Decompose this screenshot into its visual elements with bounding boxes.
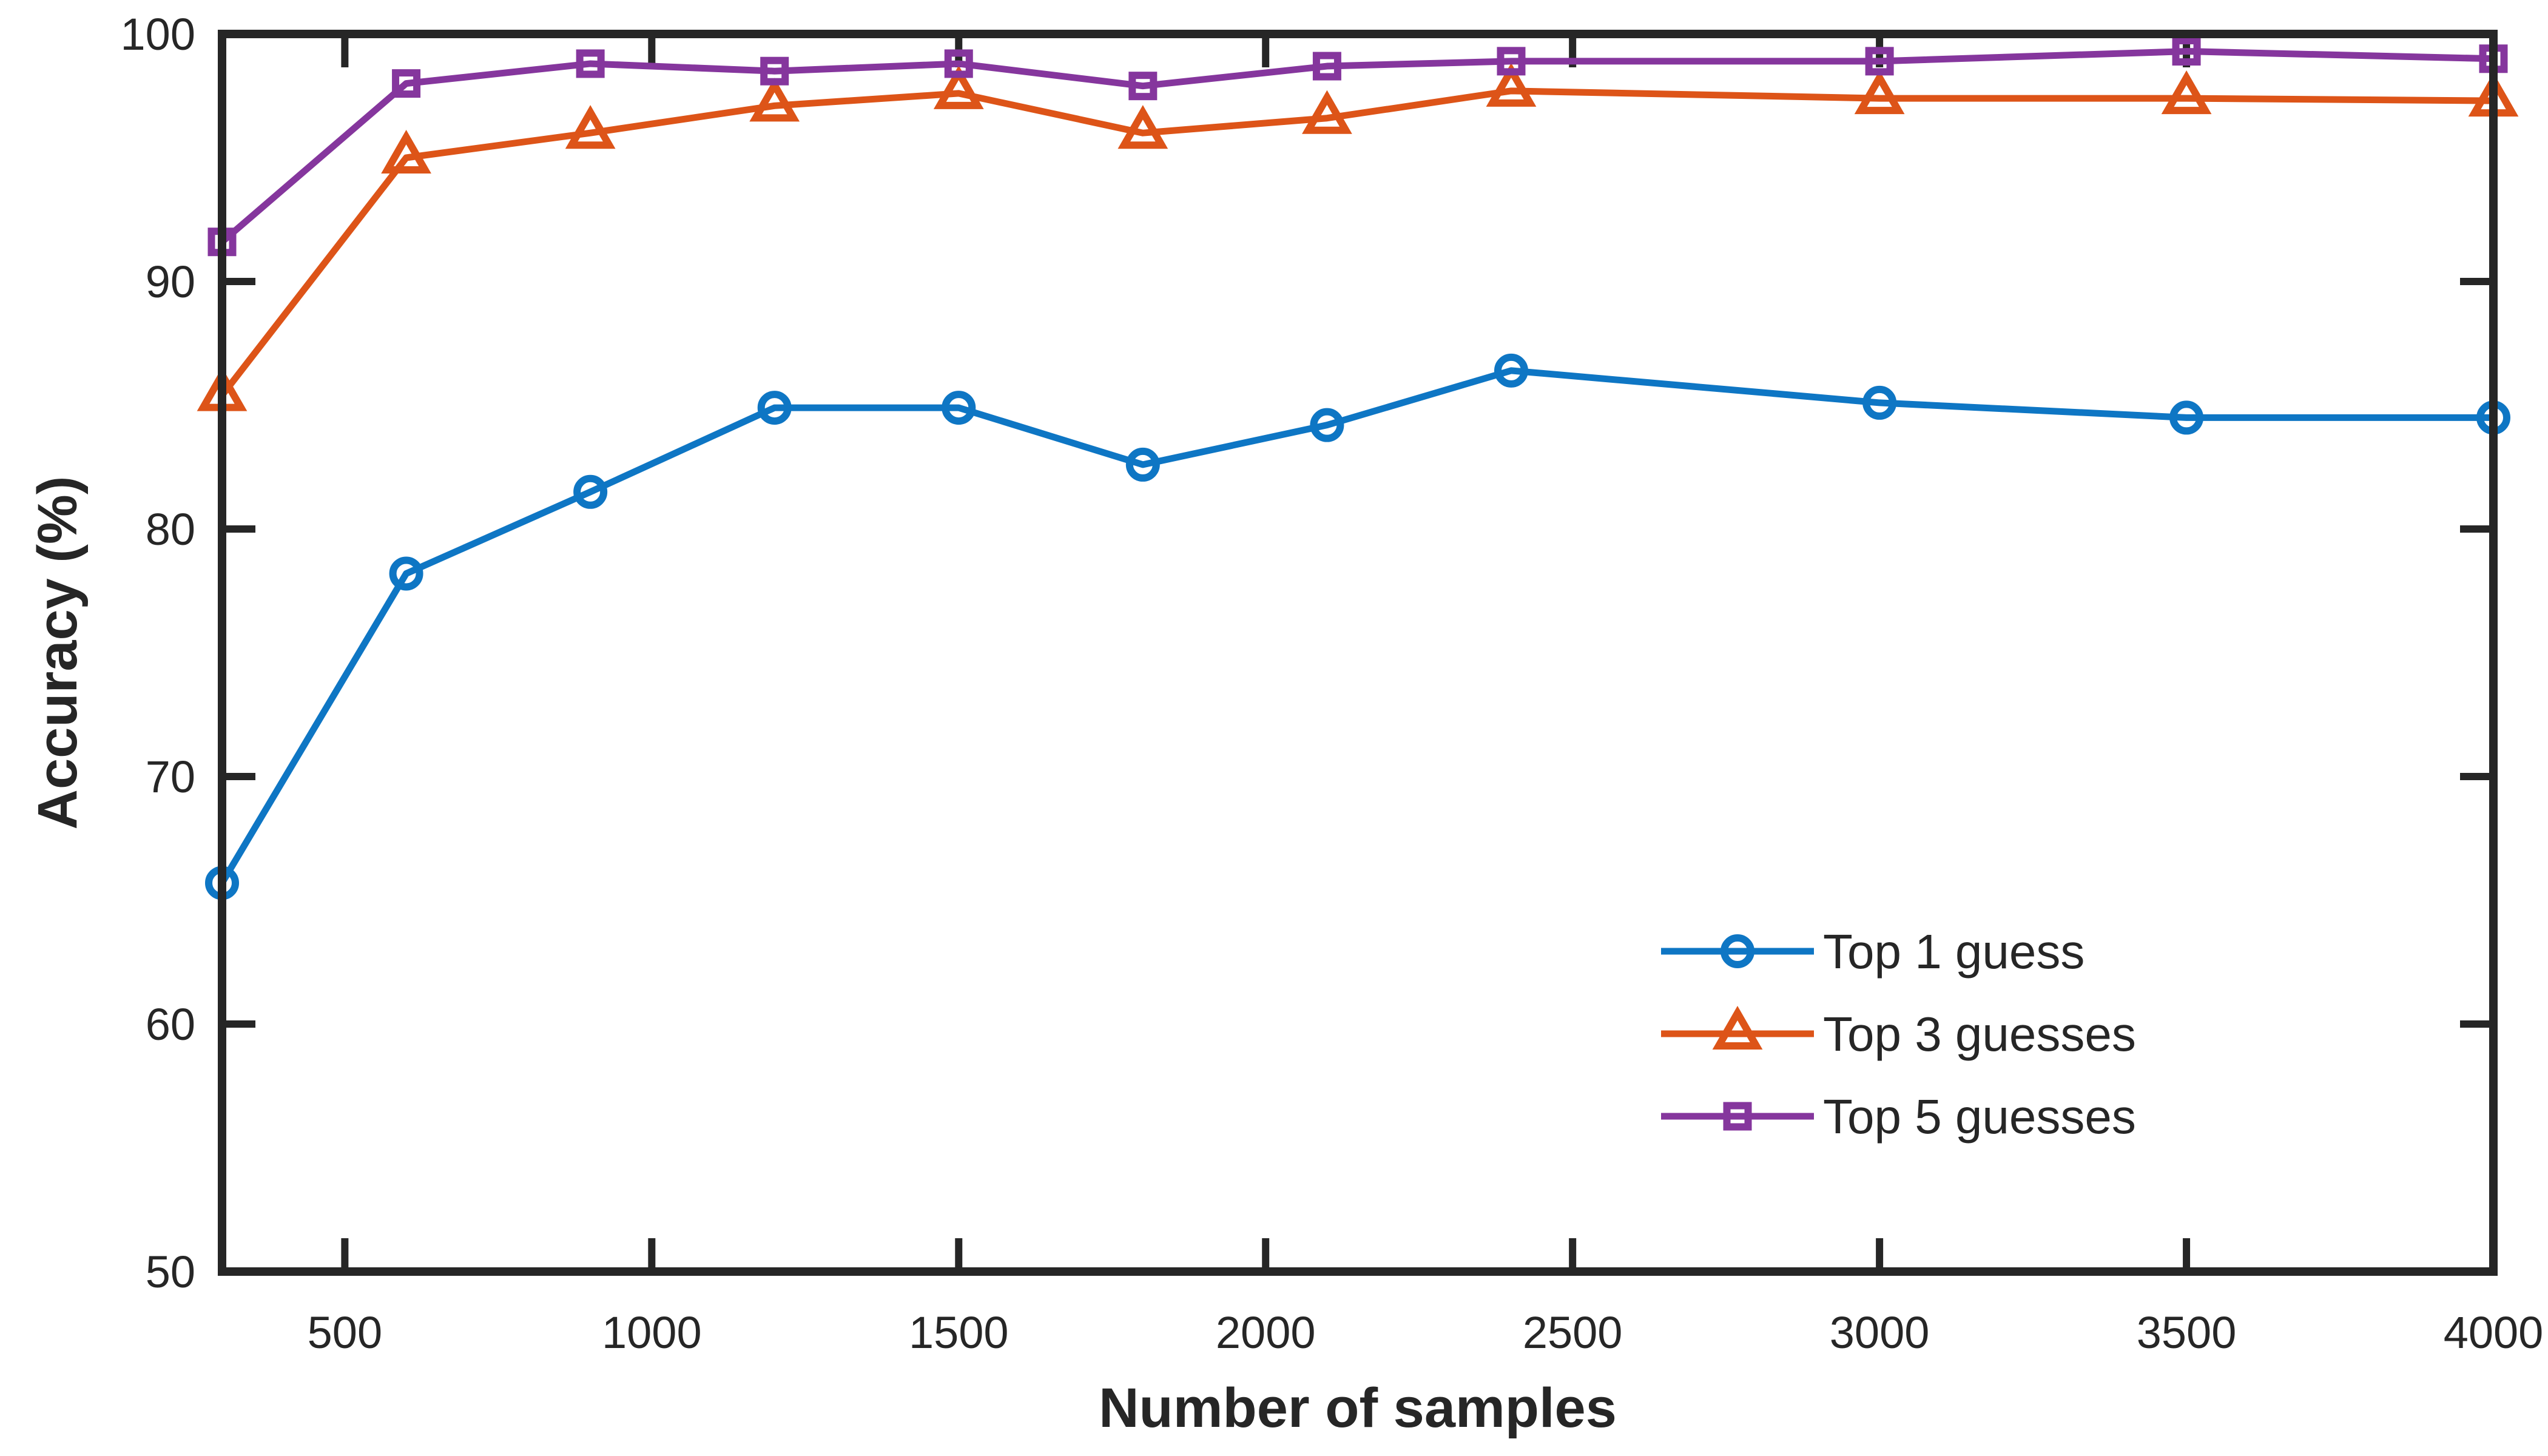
data-point-marker-top-3-guesses — [1302, 90, 1352, 134]
legend-marker-top-1-guess — [1721, 934, 1754, 968]
data-point-marker-top-5-guesses — [1128, 72, 1158, 101]
legend-marker-top-3-guesses — [1712, 1005, 1763, 1050]
data-point-marker-top-3-guesses — [933, 65, 984, 109]
data-point-marker-top-5-guesses — [760, 56, 789, 86]
data-series — [197, 37, 2519, 900]
x-tick-label: 2500 — [1523, 1307, 1623, 1358]
data-point-marker-top-1-guess — [942, 391, 976, 425]
legend-label-top-5-guesses: Top 5 guesses — [1823, 1090, 2136, 1144]
series-line-top-5-guesses — [220, 48, 2494, 244]
data-point-marker-top-1-guess — [1494, 353, 1528, 388]
data-point-marker-top-1-guess — [757, 391, 792, 425]
x-tick-label: 4000 — [2444, 1307, 2544, 1358]
plot-border — [218, 30, 2498, 1276]
data-point-marker-top-1-guess — [389, 556, 423, 591]
data-point-marker-top-5-guesses — [1865, 47, 1894, 76]
data-point-marker-top-5-guesses — [2172, 37, 2201, 66]
y-tick-label: 50 — [146, 1247, 195, 1297]
data-point-marker-top-1-guess — [1310, 408, 1344, 442]
data-point-marker-top-1-guess — [573, 474, 608, 509]
series-line-top-1-guess — [219, 367, 2493, 885]
y-axis-label: Accuracy (%) — [27, 476, 89, 830]
data-point-marker-top-3-guesses — [565, 105, 616, 149]
legend-entry-top-3-guesses: Top 3 guesses — [1661, 1005, 2136, 1061]
legend-label-top-1-guess: Top 1 guess — [1823, 925, 2085, 979]
legend: Top 1 guess Top 3 guesses Top 5 guesses — [1661, 925, 2136, 1144]
axes-box — [218, 30, 2498, 1276]
legend-entry-top-5-guesses: Top 5 guesses — [1661, 1090, 2136, 1144]
x-tick-label: 3500 — [2137, 1307, 2237, 1358]
data-point-marker-top-5-guesses — [392, 69, 421, 98]
x-tick-label: 2000 — [1216, 1307, 1316, 1358]
data-point-marker-top-3-guesses — [1854, 70, 1905, 115]
y-tick-label: 100 — [121, 9, 195, 59]
data-point-marker-top-3-guesses — [1117, 105, 1168, 149]
series-line-top-3-guesses — [219, 87, 2494, 398]
data-point-marker-top-5-guesses — [1497, 47, 1526, 76]
data-point-marker-top-1-guess — [1125, 447, 1160, 482]
x-axis-label: Number of samples — [1099, 1377, 1617, 1439]
y-tick-label: 90 — [146, 257, 195, 307]
data-point-marker-top-3-guesses — [749, 78, 800, 122]
y-tick-label: 70 — [146, 752, 195, 802]
data-point-marker-top-1-guess — [1862, 385, 1897, 420]
data-point-marker-top-3-guesses — [2161, 70, 2212, 115]
data-point-marker-top-5-guesses — [576, 49, 605, 78]
series-top-1-guess — [205, 353, 2510, 900]
legend-label-top-3-guesses: Top 3 guesses — [1823, 1007, 2136, 1061]
data-point-marker-top-1-guess — [2169, 400, 2204, 435]
x-tick-label: 500 — [308, 1307, 382, 1358]
tick-labels: 500 1000 1500 2000 2500 3000 3500 4000 50 60 70 80 9… — [121, 9, 2544, 1358]
data-point-marker-top-5-guesses — [1312, 52, 1341, 81]
data-point-marker-top-3-guesses — [381, 129, 431, 174]
x-tick-label: 1500 — [909, 1307, 1009, 1358]
y-tick-label: 60 — [146, 999, 195, 1050]
y-tick-label: 80 — [146, 504, 195, 554]
data-point-marker-top-5-guesses — [944, 49, 973, 78]
series-top-3-guesses — [197, 62, 2519, 411]
legend-marker-top-5-guesses — [1723, 1102, 1752, 1131]
data-point-marker-top-3-guesses — [1486, 62, 1537, 107]
x-tick-label: 3000 — [1830, 1307, 1930, 1358]
series-top-5-guesses — [207, 37, 2508, 257]
legend-entry-top-1-guess: Top 1 guess — [1661, 925, 2085, 979]
x-tick-label: 1000 — [602, 1307, 702, 1358]
axis-ticks — [222, 30, 2497, 1275]
